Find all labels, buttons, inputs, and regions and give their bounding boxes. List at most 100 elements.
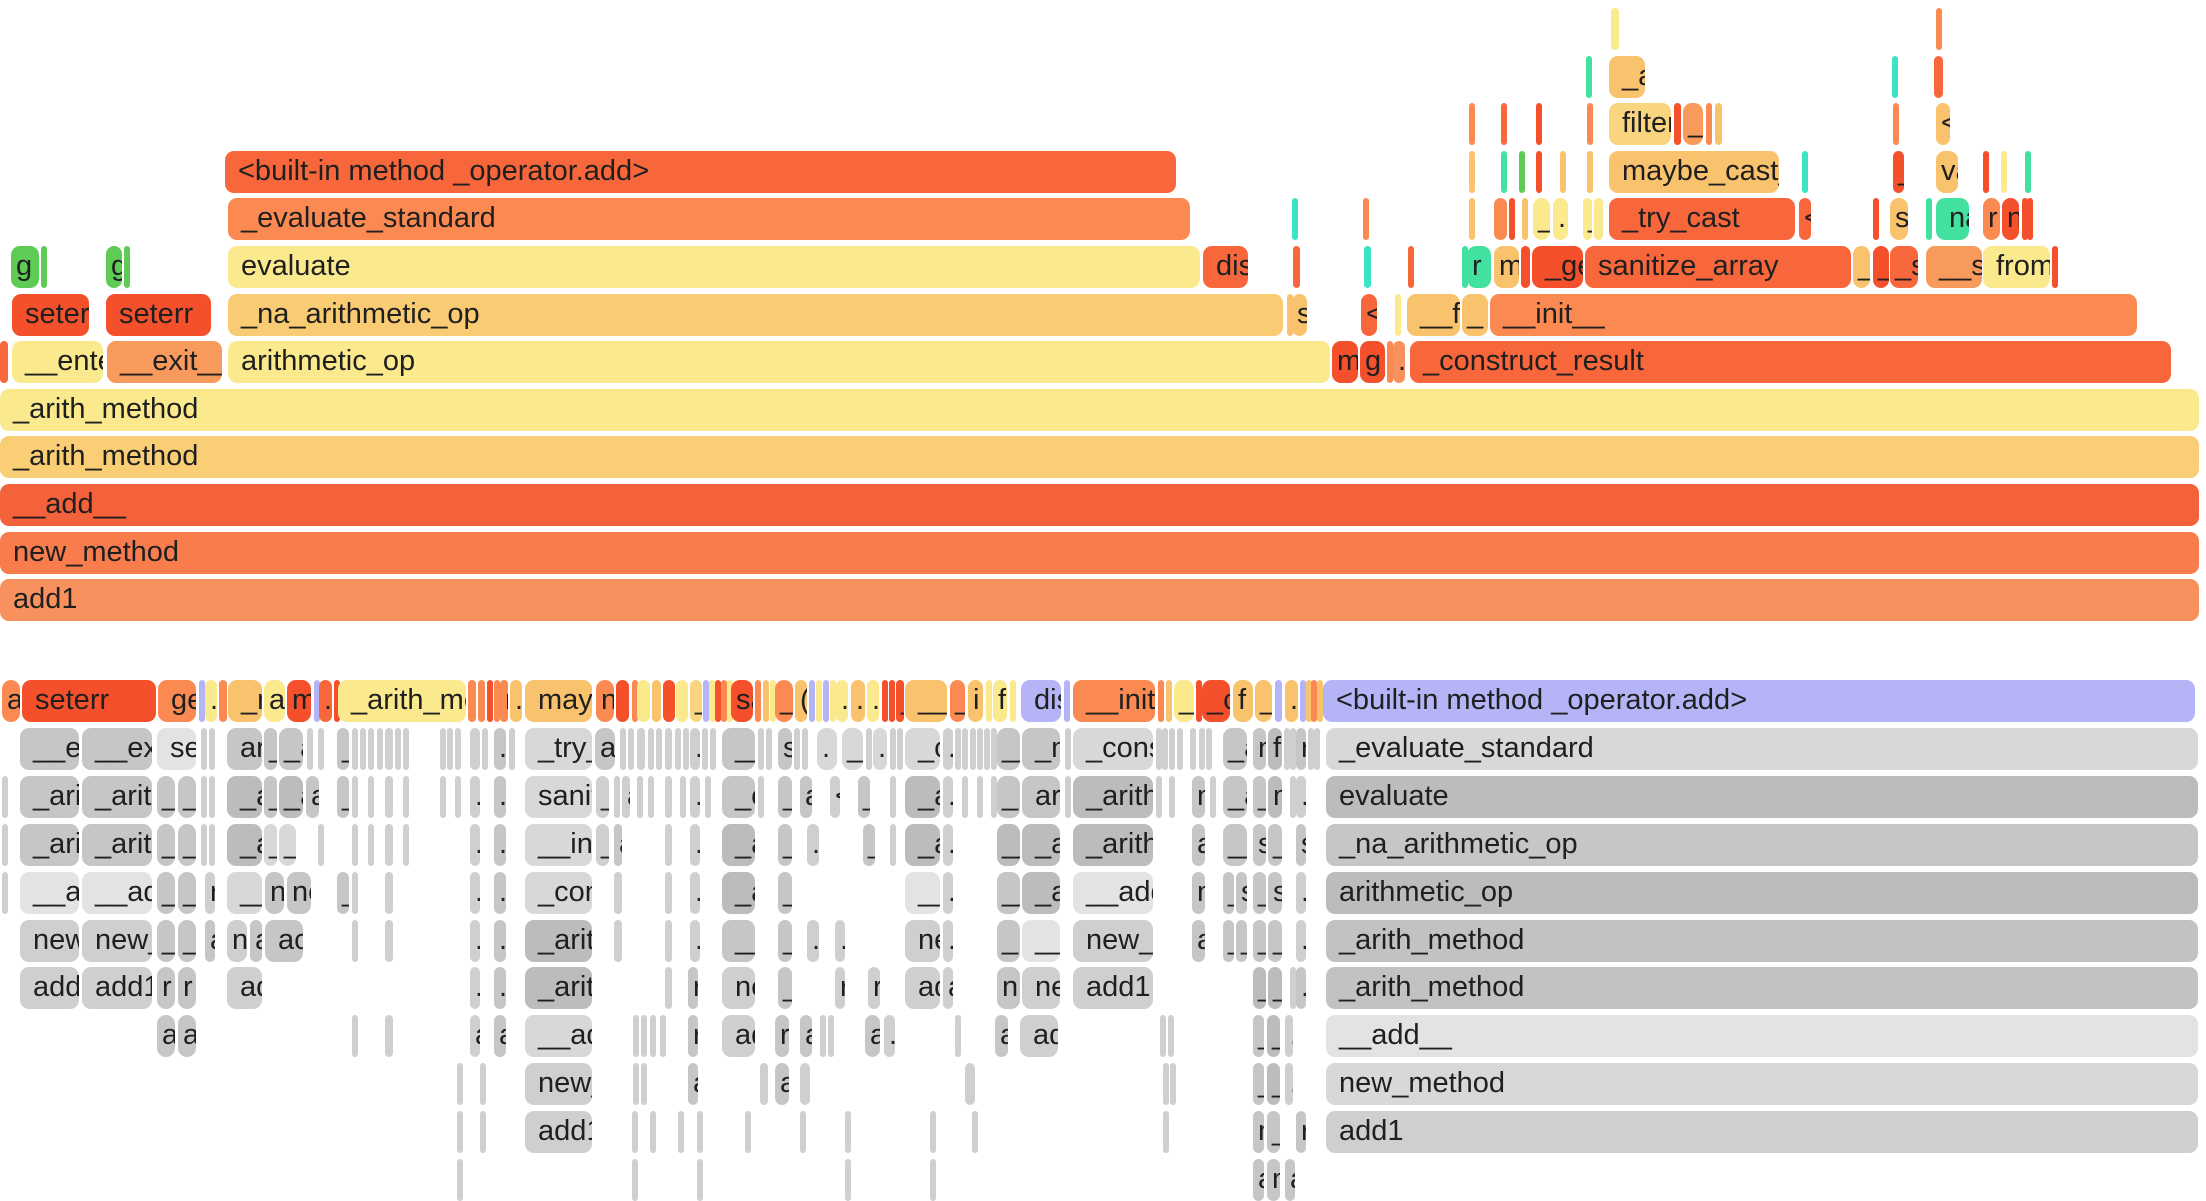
- frame-r[interactable]: r: [688, 1015, 698, 1057]
- frame-ac[interactable]: ac: [265, 920, 303, 962]
- frame-r[interactable]: r: [205, 872, 215, 914]
- frame-_arith_[interactable]: _arith_: [1073, 776, 1153, 818]
- frame-__exit__[interactable]: __exit__: [107, 341, 222, 383]
- frame-[interactable]: .: [943, 920, 953, 962]
- frame-sliver[interactable]: [702, 728, 708, 770]
- frame-g[interactable]: g: [1360, 341, 1385, 383]
- frame-disp[interactable]: disp: [1203, 246, 1248, 288]
- frame-a[interactable]: a: [178, 1015, 196, 1057]
- frame-sliver[interactable]: [1170, 1063, 1176, 1105]
- frame-sliver[interactable]: [1196, 680, 1202, 722]
- frame-r[interactable]: r: [1296, 1111, 1306, 1153]
- frame-seterr[interactable]: seterr: [12, 294, 89, 336]
- frame-a[interactable]: a: [1192, 920, 1205, 962]
- frame-na[interactable]: na: [1936, 198, 1969, 240]
- frame-[interactable]: .: [510, 680, 522, 722]
- frame-sliver[interactable]: [1408, 246, 1414, 288]
- frame-sliver[interactable]: [385, 728, 393, 770]
- frame-sliver[interactable]: [663, 680, 675, 722]
- frame-sliver[interactable]: [1469, 198, 1475, 240]
- frame-filter[interactable]: filter: [1609, 103, 1671, 145]
- frame-sliver[interactable]: [1166, 680, 1172, 722]
- frame-sliver[interactable]: [314, 680, 320, 722]
- frame-builtinmethod_operatoradd[interactable]: <built-in method _operator.add>: [1323, 680, 2195, 722]
- frame-r[interactable]: r: [688, 967, 698, 1009]
- frame-sliver[interactable]: [632, 1111, 638, 1153]
- frame-[interactable]: .: [494, 920, 506, 962]
- frame-sliver[interactable]: [1560, 151, 1566, 193]
- frame-__[interactable]: __: [227, 872, 262, 914]
- frame-_co[interactable]: _co: [905, 728, 940, 770]
- frame-_[interactable]: _: [1253, 967, 1266, 1009]
- frame-new_n[interactable]: new_n: [82, 920, 152, 962]
- frame-sliver[interactable]: [616, 680, 629, 722]
- frame-a[interactable]: a: [250, 920, 262, 962]
- frame-[interactable]: .: [205, 680, 217, 722]
- frame-[interactable]: .: [690, 776, 700, 818]
- frame-sliver[interactable]: [637, 680, 650, 722]
- frame-sliver[interactable]: [1169, 728, 1175, 770]
- frame-sliver[interactable]: [620, 728, 626, 770]
- frame-_[interactable]: _: [1223, 920, 1234, 962]
- frame-_ar[interactable]: _ar: [905, 776, 940, 818]
- frame-__[interactable]: __: [997, 824, 1020, 866]
- frame-sliver[interactable]: [962, 728, 968, 770]
- frame-[interactable]: .: [943, 776, 953, 818]
- frame-[interactable]: .: [690, 920, 700, 962]
- frame-arithmetic_op[interactable]: arithmetic_op: [228, 341, 1330, 383]
- frame-sliver[interactable]: [457, 1111, 463, 1153]
- frame-sliver[interactable]: [1177, 728, 1183, 770]
- frame-sliver[interactable]: [1163, 1063, 1169, 1105]
- frame-ge[interactable]: ge: [158, 680, 196, 722]
- frame-_[interactable]: _: [690, 680, 702, 722]
- frame-sliver[interactable]: [2001, 151, 2007, 193]
- frame-sliver[interactable]: [930, 1159, 936, 1201]
- frame-a[interactable]: a: [622, 776, 630, 818]
- frame-a[interactable]: a: [1253, 1159, 1264, 1201]
- frame-_[interactable]: _: [1268, 920, 1282, 962]
- frame-sliver[interactable]: [1156, 728, 1162, 770]
- frame-sliver[interactable]: [633, 1063, 639, 1105]
- frame-sliver[interactable]: [962, 776, 968, 818]
- frame-adc[interactable]: adc: [1020, 1015, 1058, 1057]
- frame-sliver[interactable]: [632, 1159, 638, 1201]
- frame-sliver[interactable]: [360, 728, 366, 770]
- frame-[interactable]: .: [470, 967, 480, 1009]
- frame-sliver[interactable]: [641, 1063, 647, 1105]
- frame-sliver[interactable]: [991, 776, 997, 818]
- frame-sliver[interactable]: [641, 1015, 647, 1057]
- frame-sliver[interactable]: [705, 776, 711, 818]
- frame-evaluate[interactable]: evaluate: [228, 246, 1200, 288]
- frame-_[interactable]: _: [1268, 967, 1282, 1009]
- frame-sliver[interactable]: [1156, 776, 1162, 818]
- frame-_[interactable]: _: [178, 872, 196, 914]
- frame-sliver[interactable]: [1158, 680, 1164, 722]
- frame-builtinmethod_operatoradd[interactable]: <built-in method _operator.add>: [225, 151, 1176, 193]
- frame-sliver[interactable]: [715, 680, 721, 722]
- frame-sliver[interactable]: [675, 728, 681, 770]
- frame-a[interactable]: a: [865, 1015, 880, 1057]
- frame-__[interactable]: __: [997, 872, 1020, 914]
- frame-arithmetic_op[interactable]: arithmetic_op: [1326, 872, 2198, 914]
- frame-_arith_method[interactable]: _arith_method: [1326, 920, 2198, 962]
- frame-a[interactable]: a: [205, 920, 215, 962]
- frame-_[interactable]: _: [863, 824, 875, 866]
- frame-_arith_method[interactable]: _arith_method: [0, 389, 2199, 431]
- frame-sliver[interactable]: [124, 246, 130, 288]
- frame-[interactable]: <: [830, 776, 840, 818]
- frame-[interactable]: .: [807, 920, 819, 962]
- frame-i[interactable]: i: [968, 680, 983, 722]
- frame-_[interactable]: _: [778, 967, 792, 1009]
- frame-[interactable]: .: [690, 824, 700, 866]
- frame-sliver[interactable]: [1509, 198, 1515, 240]
- frame-sliver[interactable]: [395, 728, 401, 770]
- frame-_cons[interactable]: _cons: [525, 872, 592, 914]
- frame-g[interactable]: g: [106, 246, 122, 288]
- frame-_[interactable]: _: [178, 776, 196, 818]
- frame-a[interactable]: a: [264, 680, 285, 722]
- frame-sliver[interactable]: [955, 728, 961, 770]
- frame-sliver[interactable]: [455, 728, 461, 770]
- frame-a[interactable]: a: [306, 776, 319, 818]
- frame-[interactable]: .: [817, 728, 837, 770]
- frame-sliver[interactable]: [1501, 151, 1507, 193]
